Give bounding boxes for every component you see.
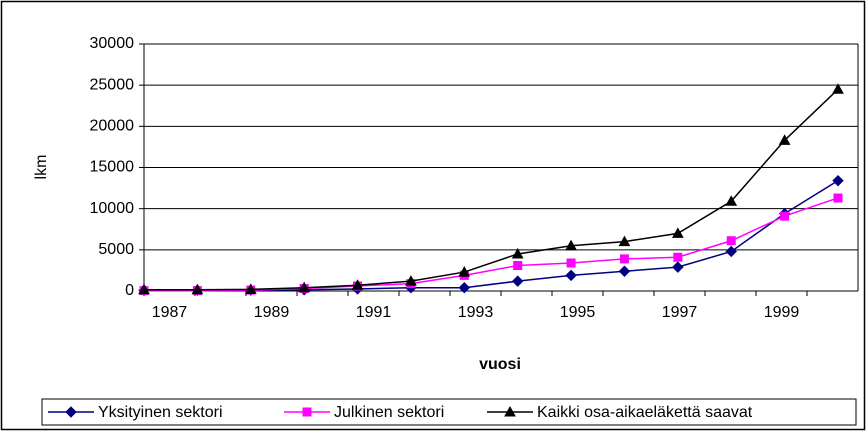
legend-label: Julkinen sektori (334, 404, 444, 421)
data-point (405, 275, 417, 286)
data-point (778, 134, 791, 145)
data-point (618, 265, 631, 277)
data-point (725, 245, 737, 258)
y-tick-label: 25000 (90, 76, 135, 93)
legend-label: Kaikki osa-aikaeläkettä saavat (537, 404, 753, 421)
x-tick-label: 1999 (764, 304, 800, 321)
y-axis-label: lkm (33, 155, 50, 180)
x-tick-label: 1989 (254, 304, 290, 321)
data-point (726, 236, 736, 246)
series-line (144, 197, 839, 292)
data-point (244, 283, 257, 294)
data-point (780, 211, 790, 221)
x-tick-label: 1993 (458, 304, 494, 321)
data-point (351, 279, 364, 290)
data-point (565, 269, 577, 282)
data-point (513, 260, 523, 270)
data-point (565, 239, 577, 251)
data-point (458, 266, 471, 277)
x-axis-label: vuosi (479, 356, 521, 373)
data-point (298, 281, 311, 293)
series-line (144, 88, 839, 291)
data-point (725, 195, 738, 206)
legend-box (41, 398, 857, 426)
data-point (619, 254, 629, 264)
y-tick-label: 0 (125, 282, 134, 299)
data-point (191, 283, 204, 295)
data-point (511, 275, 524, 287)
legend-marker (504, 405, 516, 417)
data-point (672, 261, 684, 273)
y-tick-label: 20000 (90, 118, 135, 135)
y-tick-label: 30000 (90, 35, 135, 52)
data-point (833, 193, 843, 203)
x-tick-label: 1995 (560, 304, 596, 321)
x-tick-label: 1991 (356, 304, 392, 321)
data-point (511, 247, 524, 259)
data-point (458, 281, 471, 294)
data-point (832, 83, 844, 94)
data-point (832, 174, 844, 187)
legend-marker (65, 406, 77, 418)
y-tick-label: 5000 (98, 241, 134, 258)
y-tick-label: 10000 (90, 200, 135, 217)
x-tick-label: 1997 (662, 304, 698, 321)
x-tick-label: 1987 (152, 304, 188, 321)
legend-marker (302, 407, 312, 417)
data-point (618, 235, 631, 247)
data-point (673, 252, 683, 262)
y-tick-label: 15000 (90, 159, 135, 176)
data-point (138, 283, 150, 295)
legend-label: Yksityinen sektori (98, 404, 223, 421)
data-point (566, 258, 576, 268)
data-point (671, 227, 684, 238)
